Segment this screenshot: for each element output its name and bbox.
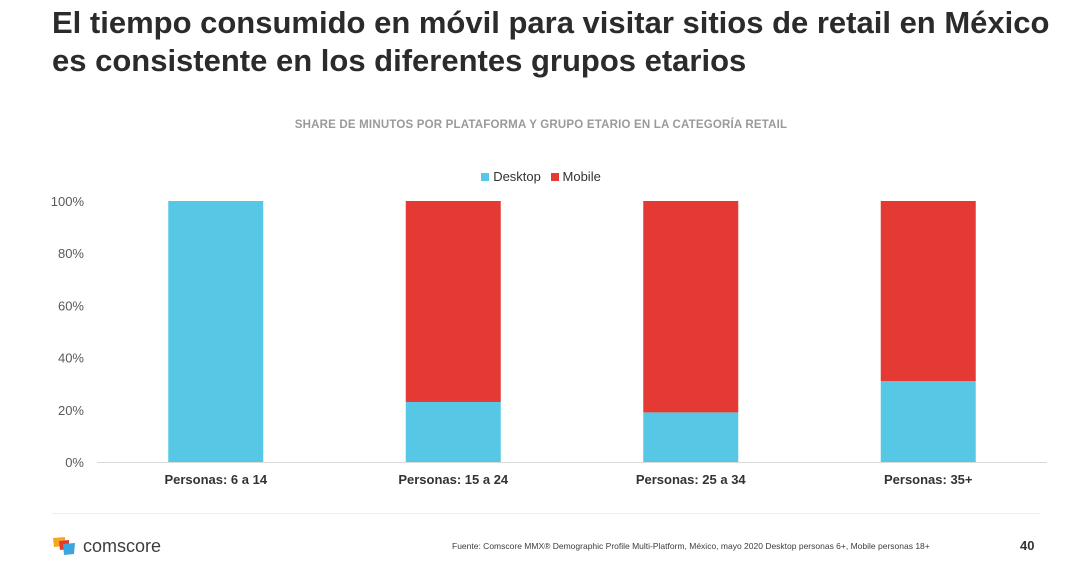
bar-desktop-1	[168, 201, 264, 462]
source-footnote: Fuente: Comscore MMX® Demographic Profil…	[452, 541, 930, 551]
legend-item-desktop: Desktop	[481, 169, 541, 184]
y-tick-label: 40%	[58, 351, 84, 366]
x-category-label: Personas: 6 a 14	[164, 472, 267, 487]
legend-swatch-desktop	[481, 173, 490, 181]
y-tick-label: 80%	[58, 246, 84, 261]
comscore-logo: comscore	[53, 536, 183, 557]
page-number: 40	[1020, 538, 1035, 553]
bar-desktop-2	[405, 401, 501, 462]
y-tick-label: 20%	[58, 403, 84, 418]
comscore-logo-icon	[53, 537, 75, 555]
y-tick-label: 100%	[51, 194, 85, 209]
footer-separator	[52, 513, 1040, 514]
logo-text: comscore	[83, 536, 162, 556]
legend-label-mobile: Mobile	[562, 169, 601, 184]
bar-mobile-3	[643, 201, 739, 413]
bar-desktop-3	[643, 412, 739, 462]
y-tick-label: 60%	[58, 298, 84, 313]
x-category-label: Personas: 25 a 34	[636, 472, 747, 487]
chart-legend: Desktop Mobile	[0, 169, 1082, 184]
x-category-label: Personas: 15 a 24	[398, 472, 509, 487]
bar-mobile-2	[405, 201, 501, 402]
legend-swatch-mobile	[550, 173, 559, 181]
chart-title: SHARE DE MINUTOS POR PLATAFORMA Y GRUPO …	[294, 119, 788, 131]
legend-label-desktop: Desktop	[493, 169, 541, 184]
bar-mobile-4	[880, 201, 976, 382]
bar-desktop-4	[880, 381, 976, 462]
legend-item-mobile: Mobile	[550, 169, 601, 184]
y-tick-label: 0%	[65, 455, 84, 470]
x-category-label: Personas: 35+	[884, 472, 973, 487]
slide-title: El tiempo consumido en móvil para visita…	[52, 5, 1050, 78]
